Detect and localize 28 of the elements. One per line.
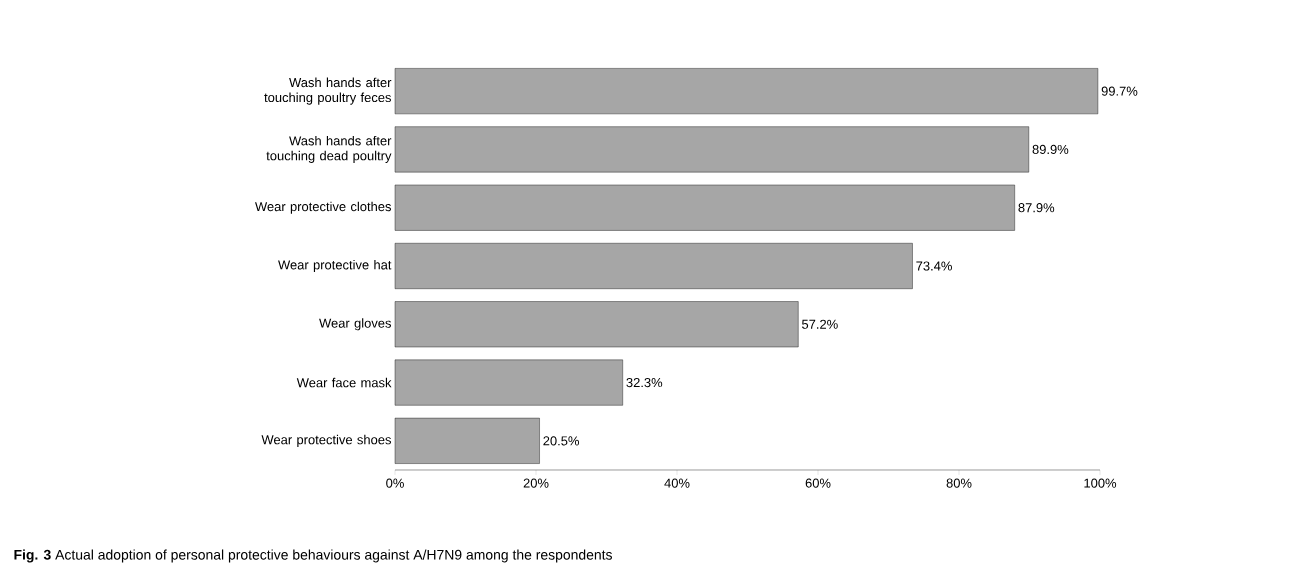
bar: [394, 359, 623, 406]
data-label: 99.7%: [1101, 86, 1138, 96]
bar: [394, 126, 1030, 173]
y-tick-label: Wash hands after touching dead poultry: [266, 135, 392, 163]
data-label: 73.4%: [916, 261, 952, 271]
data-label: 32.3%: [626, 377, 663, 388]
y-tick-label: Wear protective hat: [278, 259, 392, 273]
x-tick-label: 60%: [805, 478, 831, 488]
y-tick-label: Wash hands after touching poultry feces: [264, 77, 392, 105]
data-label: 57.2%: [801, 319, 838, 329]
text: Fig. 3 Actual adoption of personal protective behaviours against A/H7N9 among the respondents: [14, 549, 612, 563]
data-label: 89.9%: [1032, 144, 1069, 154]
x-tick-label: 100%: [1084, 478, 1117, 488]
x-tick-label: 20%: [523, 478, 549, 488]
x-tick-label: 0%: [386, 478, 404, 488]
y-tick-label: Wear gloves: [319, 318, 392, 331]
bar: [394, 301, 799, 348]
x-tick-label: 40%: [664, 478, 690, 488]
y-tick-label: Wear face mask: [296, 377, 392, 388]
y-tick-label: Wear protective shoes: [261, 434, 392, 447]
data-label: 20.5%: [543, 436, 579, 446]
bar: [394, 184, 1015, 231]
bar: [394, 68, 1099, 115]
x-tick-label: 80%: [946, 478, 972, 488]
data-label: 87.9%: [1018, 203, 1055, 213]
bar: [394, 417, 540, 464]
y-tick-label: Wear protective clothes: [255, 201, 392, 214]
bar: [394, 243, 913, 289]
